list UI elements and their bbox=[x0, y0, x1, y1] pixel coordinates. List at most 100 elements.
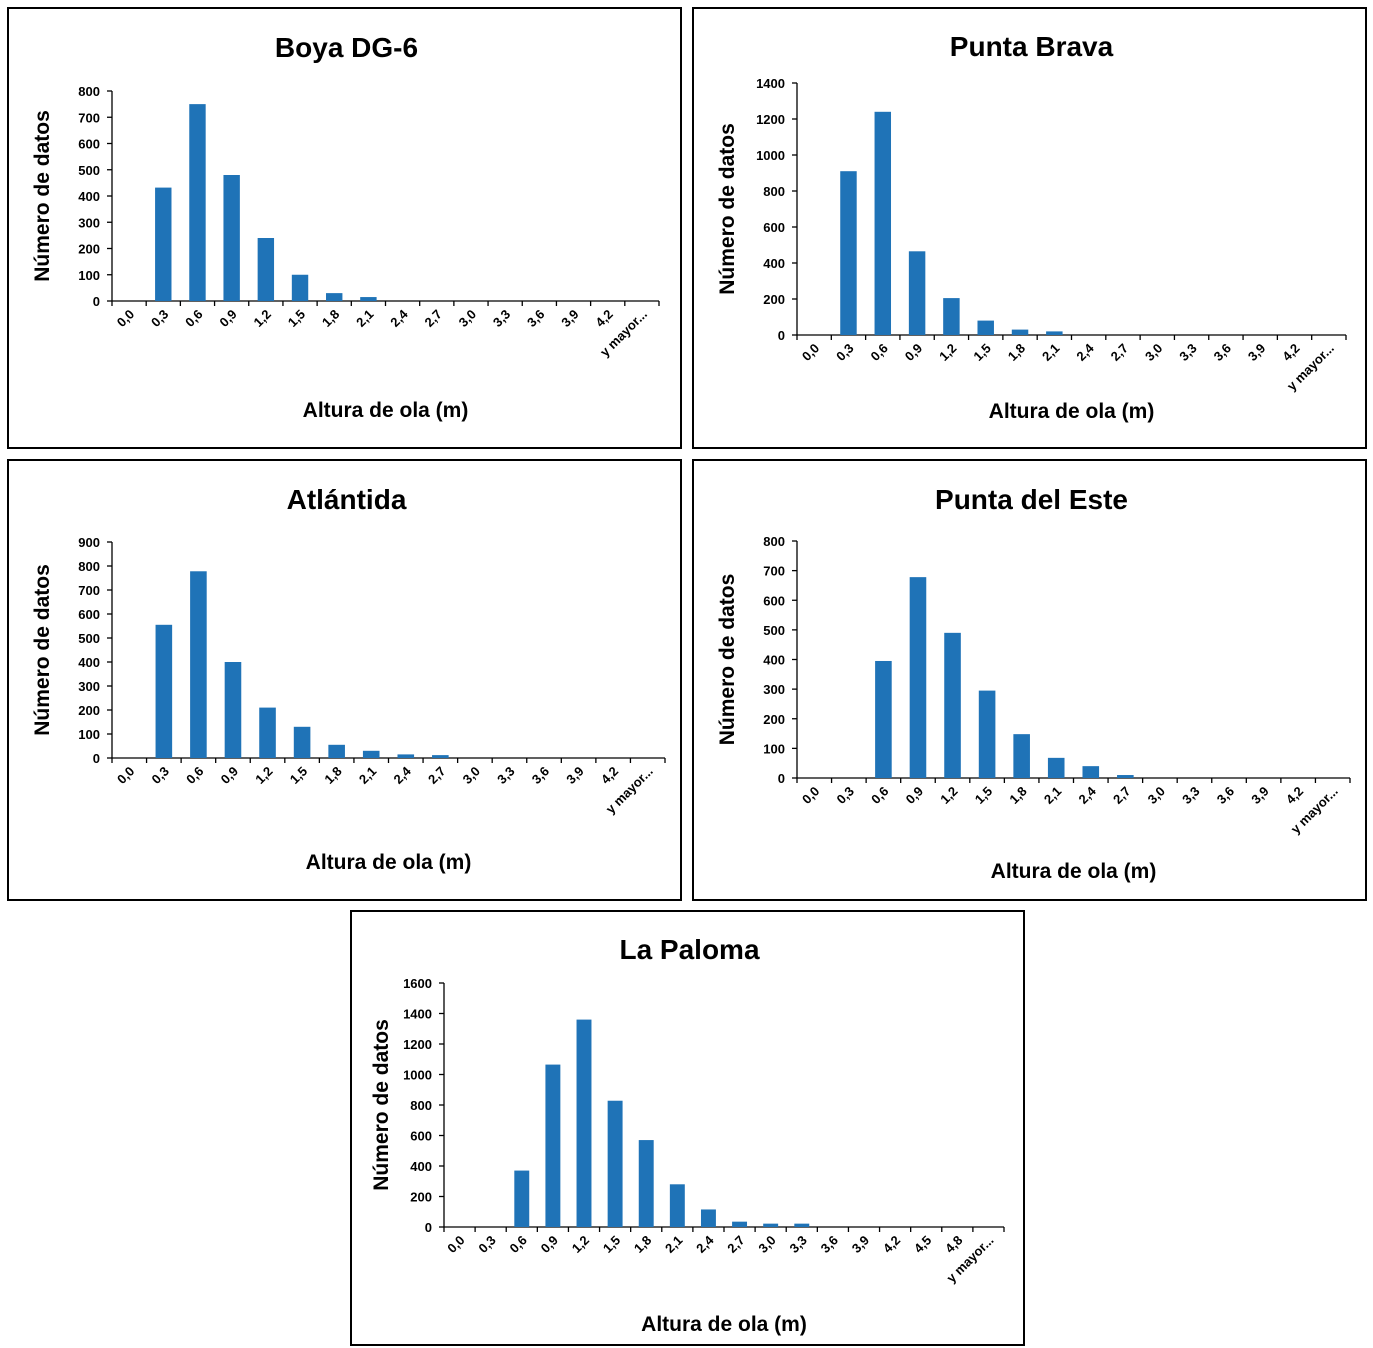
x-tick-label: 1,8 bbox=[1006, 784, 1029, 807]
x-axis-title: Altura de ola (m) bbox=[641, 1313, 807, 1336]
bar bbox=[189, 104, 206, 301]
x-tick-label: 3,6 bbox=[1211, 341, 1234, 364]
bar bbox=[1011, 329, 1029, 335]
x-tick-label: 3,9 bbox=[849, 1233, 872, 1256]
y-tick-label: 800 bbox=[78, 559, 100, 574]
x-tick-label: 3,0 bbox=[456, 307, 479, 330]
x-tick-label: 0,0 bbox=[444, 1233, 467, 1256]
x-tick-label: 0,0 bbox=[114, 307, 137, 330]
y-tick-label: 700 bbox=[763, 564, 785, 579]
chart-title: Punta del Este bbox=[935, 484, 1128, 515]
y-tick-label: 0 bbox=[778, 771, 785, 786]
y-tick-label: 300 bbox=[78, 679, 100, 694]
y-tick-label: 1600 bbox=[403, 976, 432, 991]
x-tick-label: 1,8 bbox=[631, 1233, 654, 1256]
chart-panel-la-paloma: La Paloma Número de datos Altura de ola (m… bbox=[350, 910, 1025, 1346]
x-tick-label: 0,6 bbox=[183, 764, 206, 787]
chart-panel-punta-del-este: Punta del Este Número de datos Altura de o… bbox=[692, 459, 1367, 901]
y-tick-label: 400 bbox=[78, 655, 100, 670]
x-tick-label: 0,3 bbox=[149, 764, 172, 787]
y-tick-label: 1000 bbox=[756, 148, 785, 163]
bar bbox=[638, 1140, 654, 1227]
bar bbox=[326, 293, 343, 301]
chart-title: Boya DG-6 bbox=[275, 32, 418, 63]
x-tick-label: 0,6 bbox=[507, 1233, 530, 1256]
y-tick-label: 300 bbox=[763, 682, 785, 697]
x-tick-label: 2,4 bbox=[1076, 783, 1100, 807]
x-tick-label: 0,9 bbox=[903, 784, 926, 807]
bar bbox=[909, 577, 927, 778]
bar bbox=[432, 755, 449, 758]
chart-panel-punta-brava: Punta Brava Número de datos Altura de ola … bbox=[692, 7, 1367, 449]
x-tick-label: 2,1 bbox=[1039, 341, 1062, 364]
bar bbox=[607, 1100, 623, 1227]
x-tick-label: 4,2 bbox=[1279, 341, 1302, 364]
x-tick-label: 3,3 bbox=[490, 307, 513, 330]
y-tick-label: 300 bbox=[78, 215, 100, 230]
y-tick-label: 400 bbox=[763, 256, 785, 271]
bar bbox=[1046, 331, 1063, 335]
x-tick-label: 1,8 bbox=[321, 764, 344, 787]
y-tick-label: 100 bbox=[78, 727, 100, 742]
bar bbox=[190, 571, 207, 758]
y-tick-label: 0 bbox=[425, 1220, 432, 1235]
y-tick-label: 1400 bbox=[756, 76, 785, 91]
bar bbox=[1082, 766, 1100, 778]
x-tick-label: 3,0 bbox=[460, 764, 483, 787]
y-tick-label: 500 bbox=[78, 631, 100, 646]
bar bbox=[977, 320, 994, 335]
x-tick-label: 2,1 bbox=[662, 1233, 685, 1256]
x-tick-label: 2,4 bbox=[1073, 340, 1097, 364]
x-tick-label: 3,3 bbox=[494, 764, 517, 787]
x-tick-label: 2,4 bbox=[693, 1232, 717, 1256]
bar bbox=[397, 754, 415, 758]
y-tick-label: 1400 bbox=[403, 1007, 432, 1022]
y-tick-label: 600 bbox=[410, 1129, 432, 1144]
y-tick-label: 500 bbox=[78, 163, 100, 178]
x-axis-title: Altura de ola (m) bbox=[306, 851, 472, 874]
x-tick-label: 3,0 bbox=[1145, 784, 1168, 807]
x-axis-title: Altura de ola (m) bbox=[991, 860, 1157, 883]
y-axis-title: Número de datos bbox=[31, 564, 54, 736]
bar bbox=[669, 1184, 685, 1227]
bar bbox=[257, 238, 275, 301]
y-tick-label: 400 bbox=[78, 189, 100, 204]
y-tick-label: 700 bbox=[78, 583, 100, 598]
x-axis-title: Altura de ola (m) bbox=[303, 399, 469, 422]
bar-chart: Boya DG-6 Número de datos Altura de ola (m… bbox=[31, 32, 660, 422]
y-tick-label: 800 bbox=[78, 84, 100, 99]
x-tick-label: 1,2 bbox=[937, 784, 960, 807]
x-tick-label: 2,7 bbox=[422, 307, 445, 330]
chart-title: Punta Brava bbox=[950, 31, 1114, 62]
bar-chart: Punta Brava Número de datos Altura de ola … bbox=[716, 31, 1347, 423]
y-tick-label: 0 bbox=[93, 294, 100, 309]
x-tick-label: 1,5 bbox=[972, 784, 995, 807]
x-tick-label: 1,2 bbox=[252, 764, 275, 787]
bar-chart: Punta del Este Número de datos Altura de o… bbox=[716, 484, 1351, 883]
x-tick-label: 1,5 bbox=[600, 1233, 623, 1256]
x-tick-label: 0,0 bbox=[114, 764, 137, 787]
y-axis-title: Número de datos bbox=[716, 123, 739, 295]
x-tick-label: 2,7 bbox=[1108, 341, 1131, 364]
bar bbox=[514, 1170, 530, 1227]
x-tick-label: 4,2 bbox=[1283, 784, 1306, 807]
y-tick-label: 100 bbox=[763, 741, 785, 756]
y-tick-label: 800 bbox=[763, 184, 785, 199]
y-axis-title: Número de datos bbox=[716, 574, 739, 746]
x-tick-label: 0,3 bbox=[475, 1233, 498, 1256]
bar bbox=[908, 251, 926, 335]
bar bbox=[545, 1064, 561, 1227]
bar bbox=[224, 662, 242, 758]
x-tick-label: 0,0 bbox=[799, 341, 822, 364]
x-tick-label: 3,9 bbox=[558, 307, 581, 330]
bar bbox=[944, 632, 961, 778]
x-tick-label: 1,5 bbox=[970, 341, 993, 364]
y-tick-label: 200 bbox=[763, 292, 785, 307]
y-tick-label: 600 bbox=[78, 137, 100, 152]
y-tick-label: 600 bbox=[763, 593, 785, 608]
y-tick-label: 400 bbox=[763, 653, 785, 668]
x-tick-label: 0,3 bbox=[148, 307, 171, 330]
y-tick-label: 900 bbox=[78, 535, 100, 550]
y-axis-title: Número de datos bbox=[31, 110, 54, 282]
x-tick-label: 2,4 bbox=[391, 763, 415, 787]
